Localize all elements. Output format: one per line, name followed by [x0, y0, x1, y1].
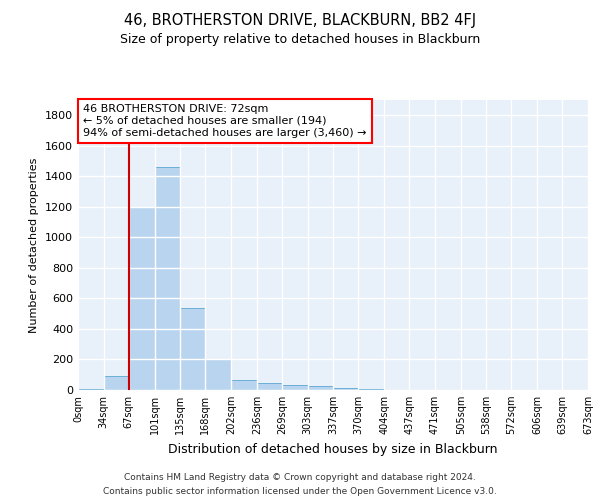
Bar: [282, 384, 308, 390]
Bar: [104, 376, 129, 390]
Bar: [205, 358, 231, 390]
Text: Contains HM Land Registry data © Crown copyright and database right 2024.: Contains HM Land Registry data © Crown c…: [124, 472, 476, 482]
Bar: [358, 389, 384, 390]
Bar: [155, 167, 181, 390]
Y-axis label: Number of detached properties: Number of detached properties: [29, 158, 40, 332]
Text: Distribution of detached houses by size in Blackburn: Distribution of detached houses by size …: [168, 442, 498, 456]
Text: 46, BROTHERSTON DRIVE, BLACKBURN, BB2 4FJ: 46, BROTHERSTON DRIVE, BLACKBURN, BB2 4F…: [124, 12, 476, 28]
Text: 46 BROTHERSTON DRIVE: 72sqm
← 5% of detached houses are smaller (194)
94% of sem: 46 BROTHERSTON DRIVE: 72sqm ← 5% of deta…: [83, 104, 367, 138]
Bar: [257, 383, 282, 390]
Bar: [181, 308, 205, 390]
Bar: [231, 380, 257, 390]
Bar: [78, 389, 104, 390]
Text: Size of property relative to detached houses in Blackburn: Size of property relative to detached ho…: [120, 32, 480, 46]
Text: Contains public sector information licensed under the Open Government Licence v3: Contains public sector information licen…: [103, 488, 497, 496]
Bar: [334, 388, 358, 390]
Bar: [308, 386, 334, 390]
Bar: [129, 207, 155, 390]
